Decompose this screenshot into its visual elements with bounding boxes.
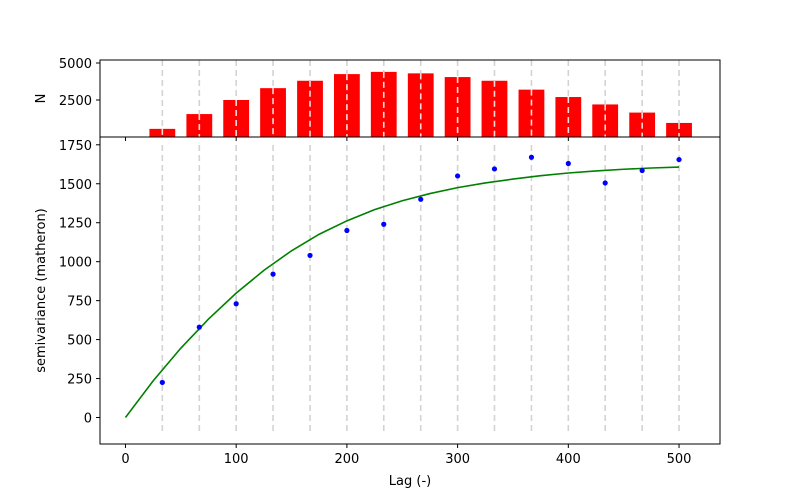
histogram-panel: 2500 5000 N [34, 57, 721, 141]
x-axis-label: Lag (-) [389, 474, 431, 489]
x-tick-label: 400 [556, 452, 581, 467]
experimental-point [491, 166, 498, 172]
experimental-point [196, 324, 202, 330]
experimental-point [233, 301, 239, 307]
experimental-point [565, 160, 571, 167]
histogram-bar [444, 77, 471, 137]
experimental-point [418, 196, 424, 202]
y-tick-label: 0 [84, 412, 92, 427]
experimental-point [159, 379, 165, 386]
histogram-y-tick-label: 5000 [59, 57, 92, 72]
y-axis-label: semivariance (matheron) [34, 208, 49, 373]
y-tick-label: 1500 [59, 178, 92, 193]
experimental-point [344, 227, 350, 234]
experimental-point [307, 252, 313, 259]
x-tick-label: 300 [445, 452, 470, 467]
experimental-point [639, 167, 645, 174]
histogram-y-tick-label: 2500 [59, 94, 92, 109]
experimental-point [381, 221, 387, 227]
y-tick-label: 1250 [59, 217, 92, 232]
y-tick-label: 500 [67, 334, 92, 349]
histogram-bar [481, 80, 508, 137]
x-tick-label: 500 [667, 452, 692, 467]
model-curve [124, 166, 680, 418]
variogram-panel: 0 250 500 750 1000 1250 1500 1750 0 100 200 300 400… [34, 136, 721, 489]
y-tick-label: 750 [67, 295, 92, 310]
y-tick-label: 250 [67, 373, 92, 388]
y-tick-label: 1750 [59, 139, 92, 154]
histogram-bar [666, 122, 692, 137]
variogram-frame [99, 136, 721, 445]
experimental-point [528, 154, 535, 160]
x-tick-label: 200 [334, 452, 359, 467]
experimental-point [676, 156, 682, 163]
histogram-y-axis-label: N [34, 94, 49, 104]
experimental-point [602, 180, 608, 186]
y-tick-label: 1000 [59, 256, 92, 271]
x-tick-label: 100 [224, 452, 249, 467]
experimental-point [455, 173, 461, 179]
histogram-bar [297, 80, 323, 137]
x-tick-label: 0 [121, 452, 129, 467]
experimental-point [270, 271, 276, 277]
